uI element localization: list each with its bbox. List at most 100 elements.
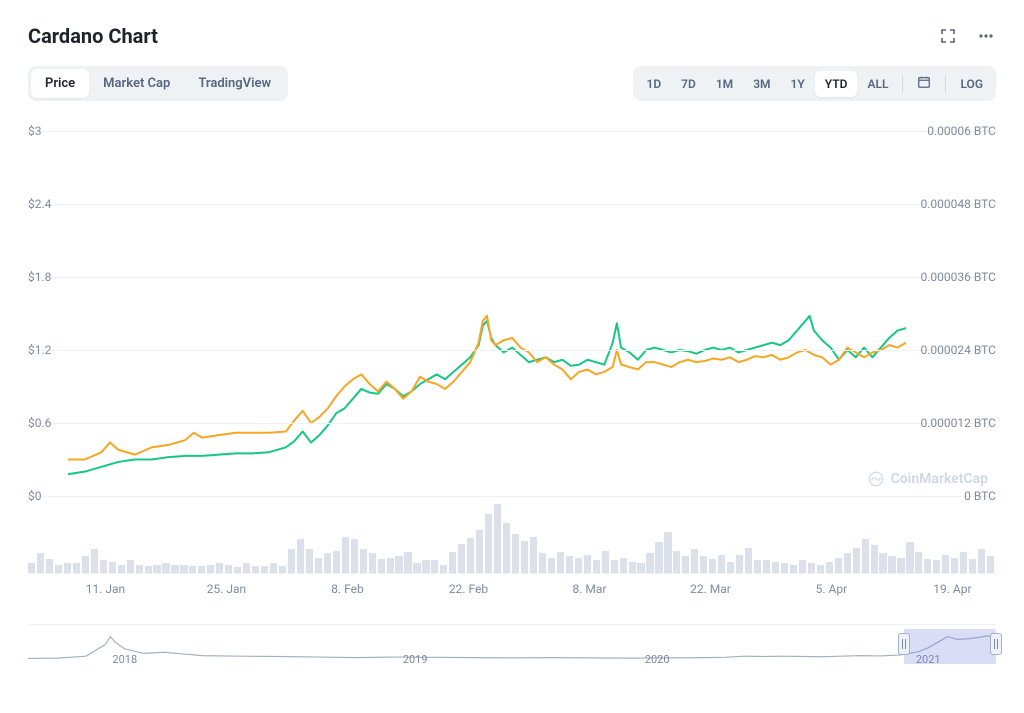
volume-bar xyxy=(799,560,806,573)
volume-bar xyxy=(189,566,196,573)
navigator-handle-left[interactable] xyxy=(898,633,910,655)
volume-bar xyxy=(888,556,895,573)
gridline xyxy=(28,204,996,205)
volume-bar xyxy=(216,563,223,573)
navigator-window[interactable] xyxy=(904,629,996,664)
volume-bar xyxy=(171,565,178,573)
volume-bar xyxy=(378,559,385,573)
volume-bar xyxy=(324,553,331,573)
navigator-line xyxy=(28,631,996,659)
volume-bar xyxy=(476,530,483,573)
fullscreen-icon[interactable] xyxy=(938,26,958,46)
volume-bar xyxy=(727,562,734,573)
volume-bar xyxy=(646,553,653,573)
volume-bar xyxy=(404,552,411,573)
volume-bar xyxy=(897,558,904,573)
volume-bar xyxy=(73,563,80,573)
gridline xyxy=(28,350,996,351)
volume-bar xyxy=(28,563,35,573)
tab-tradingview[interactable]: TradingView xyxy=(184,69,285,98)
x-label: 8. Feb xyxy=(331,582,364,596)
volume-bar xyxy=(566,556,573,573)
tab-marketcap[interactable]: Market Cap xyxy=(89,69,184,98)
volume-bar xyxy=(243,563,250,573)
x-label: 22. Feb xyxy=(449,582,488,596)
volume-bar xyxy=(709,559,716,573)
volume-bar xyxy=(55,565,62,573)
volume-bar xyxy=(37,553,44,573)
chart-navigator[interactable]: 2018201920202021 xyxy=(28,624,996,668)
x-label: 19. Apr xyxy=(933,582,971,596)
volume-bar xyxy=(745,548,752,573)
volume-bar xyxy=(620,558,627,573)
y-label-right: 0.000048 BTC xyxy=(921,197,996,211)
navigator-series xyxy=(28,636,996,658)
volume-bar xyxy=(306,549,313,573)
more-icon[interactable] xyxy=(976,26,996,46)
volume-bar xyxy=(951,558,958,573)
volume-bar xyxy=(629,562,636,573)
range-1d[interactable]: 1D xyxy=(636,71,671,97)
volume-chart xyxy=(28,502,996,574)
chart-lines xyxy=(68,131,906,496)
volume-bar xyxy=(162,563,169,573)
x-label: 5. Apr xyxy=(816,582,848,596)
series-usd xyxy=(68,316,906,474)
volume-bar xyxy=(844,553,851,573)
chart-controls: PriceMarket CapTradingView 1D7D1M3M1YYTD… xyxy=(28,66,996,101)
range-all[interactable]: ALL xyxy=(857,71,898,97)
volume-bar xyxy=(153,565,160,573)
range-3m[interactable]: 3M xyxy=(743,71,780,97)
log-toggle[interactable]: LOG xyxy=(950,71,993,97)
time-range-tabs: 1D7D1M3M1YYTDALL LOG xyxy=(633,66,996,101)
navigator-handle-right[interactable] xyxy=(990,633,1002,655)
volume-bar xyxy=(342,537,349,573)
tab-price[interactable]: Price xyxy=(31,69,89,98)
volume-bar xyxy=(682,556,689,573)
volume-bar xyxy=(422,560,429,573)
volume-bar xyxy=(673,551,680,573)
volume-bar xyxy=(593,560,600,573)
y-label-right: 0.00006 BTC xyxy=(927,124,996,138)
volume-bar xyxy=(987,556,994,573)
volume-bar xyxy=(853,548,860,573)
volume-bar xyxy=(906,542,913,573)
calendar-icon[interactable] xyxy=(907,69,941,98)
volume-bar xyxy=(602,551,609,573)
volume-bar xyxy=(315,558,322,573)
range-1y[interactable]: 1Y xyxy=(781,71,815,97)
watermark: CoinMarketCap xyxy=(867,470,988,488)
volume-bar xyxy=(611,560,618,573)
volume-bar xyxy=(297,539,304,573)
volume-bar xyxy=(862,539,869,573)
x-label: 8. Mar xyxy=(572,582,606,596)
volume-bar xyxy=(826,562,833,573)
volume-bar xyxy=(252,566,259,573)
volume-bar xyxy=(503,523,510,573)
volume-bar xyxy=(664,532,671,573)
volume-bar xyxy=(288,549,295,573)
gridline xyxy=(28,423,996,424)
x-label: 11. Jan xyxy=(86,582,125,596)
volume-bar xyxy=(879,553,886,573)
volume-bar xyxy=(109,562,116,573)
y-label-left: $1.2 xyxy=(28,343,51,357)
range-1m[interactable]: 1M xyxy=(706,71,743,97)
y-label-left: $1.8 xyxy=(28,270,51,284)
volume-bar xyxy=(136,565,143,573)
y-label-left: $2.4 xyxy=(28,197,51,211)
volume-bar xyxy=(978,549,985,573)
range-7d[interactable]: 7D xyxy=(671,71,706,97)
volume-bar xyxy=(933,560,940,573)
range-ytd[interactable]: YTD xyxy=(815,71,858,97)
volume-bar xyxy=(145,566,152,573)
volume-bar xyxy=(82,556,89,573)
volume-bar xyxy=(207,565,214,573)
volume-bar xyxy=(458,544,465,573)
volume-bar xyxy=(808,563,815,573)
volume-bar xyxy=(790,565,797,573)
volume-bar xyxy=(440,565,447,573)
volume-bar xyxy=(548,558,555,573)
volume-bar xyxy=(736,555,743,573)
x-axis: 11. Jan25. Jan8. Feb22. Feb8. Mar22. Mar… xyxy=(28,578,996,604)
